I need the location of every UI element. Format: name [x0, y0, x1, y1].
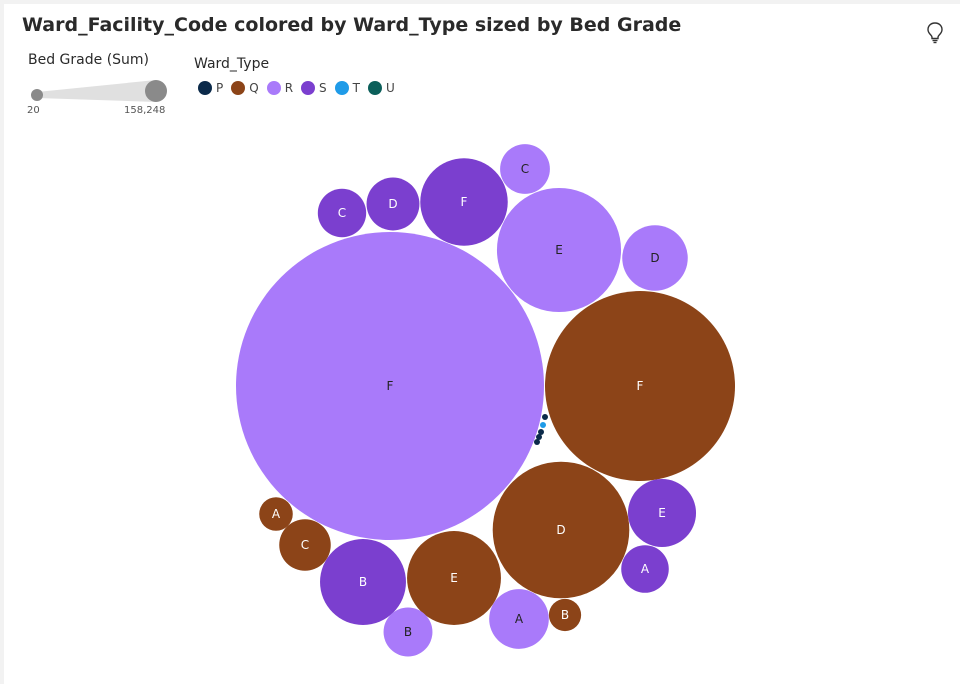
- size-legend-max-label: 158,248: [124, 105, 166, 116]
- bubble-label: B: [561, 608, 569, 622]
- size-legend-wedge: [37, 80, 156, 102]
- bubble-circle[interactable]: [534, 439, 540, 445]
- legend-swatch: [231, 81, 246, 95]
- legend-item-p[interactable]: P: [198, 81, 223, 95]
- bubble-circle[interactable]: [420, 158, 508, 246]
- color-legend-title: Ward_Type: [194, 56, 270, 72]
- color-legend: Ward_Type P Q R S T U: [194, 52, 454, 102]
- bubble-circle[interactable]: [542, 414, 548, 420]
- bubble-b-s[interactable]: B: [320, 539, 406, 625]
- bubble-c-r[interactable]: C: [500, 144, 550, 194]
- bubble-e-r[interactable]: E: [496, 187, 622, 313]
- bubble-circle[interactable]: [489, 589, 549, 649]
- bubble-label: B: [404, 625, 412, 639]
- bubble-f-s[interactable]: F: [420, 158, 508, 246]
- bubble-label: A: [272, 507, 281, 521]
- bubble-circle[interactable]: [279, 519, 331, 571]
- bubble-circle[interactable]: [627, 478, 697, 548]
- size-legend-min-label: 20: [27, 105, 40, 116]
- bubble-label: F: [387, 379, 394, 393]
- legend-label: S: [319, 81, 327, 95]
- insight-button[interactable]: [924, 20, 946, 44]
- bubble-circle[interactable]: [536, 434, 542, 440]
- chart-title: Ward_Facility_Code colored by Ward_Type …: [22, 14, 682, 36]
- bubble-circle[interactable]: [366, 177, 420, 231]
- bubble-circle[interactable]: [320, 539, 406, 625]
- bubble-circle[interactable]: [496, 187, 622, 313]
- bubble-circle[interactable]: [259, 497, 293, 531]
- legend-label: P: [216, 81, 224, 95]
- bubble-d-r[interactable]: D: [622, 225, 688, 291]
- bubble-label: E: [555, 243, 563, 257]
- lightbulb-icon: [927, 22, 943, 44]
- bubble-label: B: [359, 575, 367, 589]
- bubble-label: C: [521, 162, 529, 176]
- bubble-e-q[interactable]: E: [407, 531, 501, 625]
- size-legend-min-dot: [31, 89, 43, 101]
- legend-label: R: [284, 81, 294, 95]
- bubble-circle[interactable]: [492, 461, 630, 599]
- legend-label: U: [386, 81, 395, 95]
- bubble-label: E: [658, 506, 666, 520]
- bubble-f-q[interactable]: F: [544, 290, 736, 482]
- bubble-label: C: [301, 538, 309, 552]
- bubble-label: D: [388, 197, 397, 211]
- bubble-d-q[interactable]: D: [492, 461, 630, 599]
- bubble-small-p[interactable]: [542, 414, 548, 420]
- bubble-circle[interactable]: [540, 422, 546, 428]
- bubble-label: C: [338, 206, 346, 220]
- bubble-label: D: [650, 251, 659, 265]
- bubble-circle[interactable]: [621, 545, 669, 593]
- bubble-circle[interactable]: [236, 232, 544, 540]
- bubble-label: A: [515, 612, 524, 626]
- bubble-a-q[interactable]: A: [259, 497, 293, 531]
- bubble-circle[interactable]: [544, 290, 736, 482]
- legend-item-s[interactable]: S: [301, 81, 327, 95]
- bubble-circle[interactable]: [317, 188, 367, 238]
- legend-swatch: [198, 81, 212, 95]
- bubble-label: D: [556, 523, 565, 537]
- legend-item-q[interactable]: Q: [231, 81, 259, 95]
- legend-label: Q: [249, 81, 259, 95]
- legend-swatch: [368, 81, 383, 95]
- bubble-a-s[interactable]: A: [621, 545, 669, 593]
- bubble-circle[interactable]: [500, 144, 550, 194]
- bubble-c-q[interactable]: C: [279, 519, 331, 571]
- bubble-d-s[interactable]: D: [366, 177, 420, 231]
- legend-item-u[interactable]: U: [368, 81, 395, 95]
- size-legend-max-dot: [145, 80, 167, 102]
- bubble-b-q[interactable]: B: [548, 598, 582, 632]
- bubble-small-p[interactable]: [538, 429, 544, 435]
- bubble-f-r[interactable]: F: [236, 232, 544, 540]
- color-legend-items: P Q R S T U: [198, 81, 403, 95]
- bubble-b-r[interactable]: B: [383, 607, 433, 657]
- bubble-e-s[interactable]: E: [627, 478, 697, 548]
- bubble-circle[interactable]: [622, 225, 688, 291]
- bubble-small-p[interactable]: [534, 439, 540, 445]
- legend-label: T: [352, 81, 361, 95]
- bubble-small-p[interactable]: [536, 434, 542, 440]
- bubble-small-t[interactable]: [540, 422, 546, 428]
- bubble-label: F: [461, 195, 468, 209]
- legend-item-r[interactable]: R: [266, 81, 294, 95]
- size-legend-title: Bed Grade (Sum): [28, 52, 150, 68]
- bubble-circle[interactable]: [538, 429, 544, 435]
- legend-swatch: [266, 81, 281, 95]
- size-legend-scale: [31, 80, 167, 102]
- size-legend: Bed Grade (Sum) 20 158,248: [24, 52, 174, 122]
- bubble-label: F: [637, 379, 644, 393]
- legend-swatch: [301, 81, 316, 95]
- bubble-c-s[interactable]: C: [317, 188, 367, 238]
- legend-item-t[interactable]: T: [334, 81, 361, 95]
- bubble-circle[interactable]: [383, 607, 433, 657]
- bubble-label: A: [641, 562, 650, 576]
- bubble-circle[interactable]: [548, 598, 582, 632]
- bubble-label: E: [450, 571, 458, 585]
- bubble-a-r[interactable]: A: [489, 589, 549, 649]
- bubble-circle[interactable]: [407, 531, 501, 625]
- legend-swatch: [334, 81, 349, 95]
